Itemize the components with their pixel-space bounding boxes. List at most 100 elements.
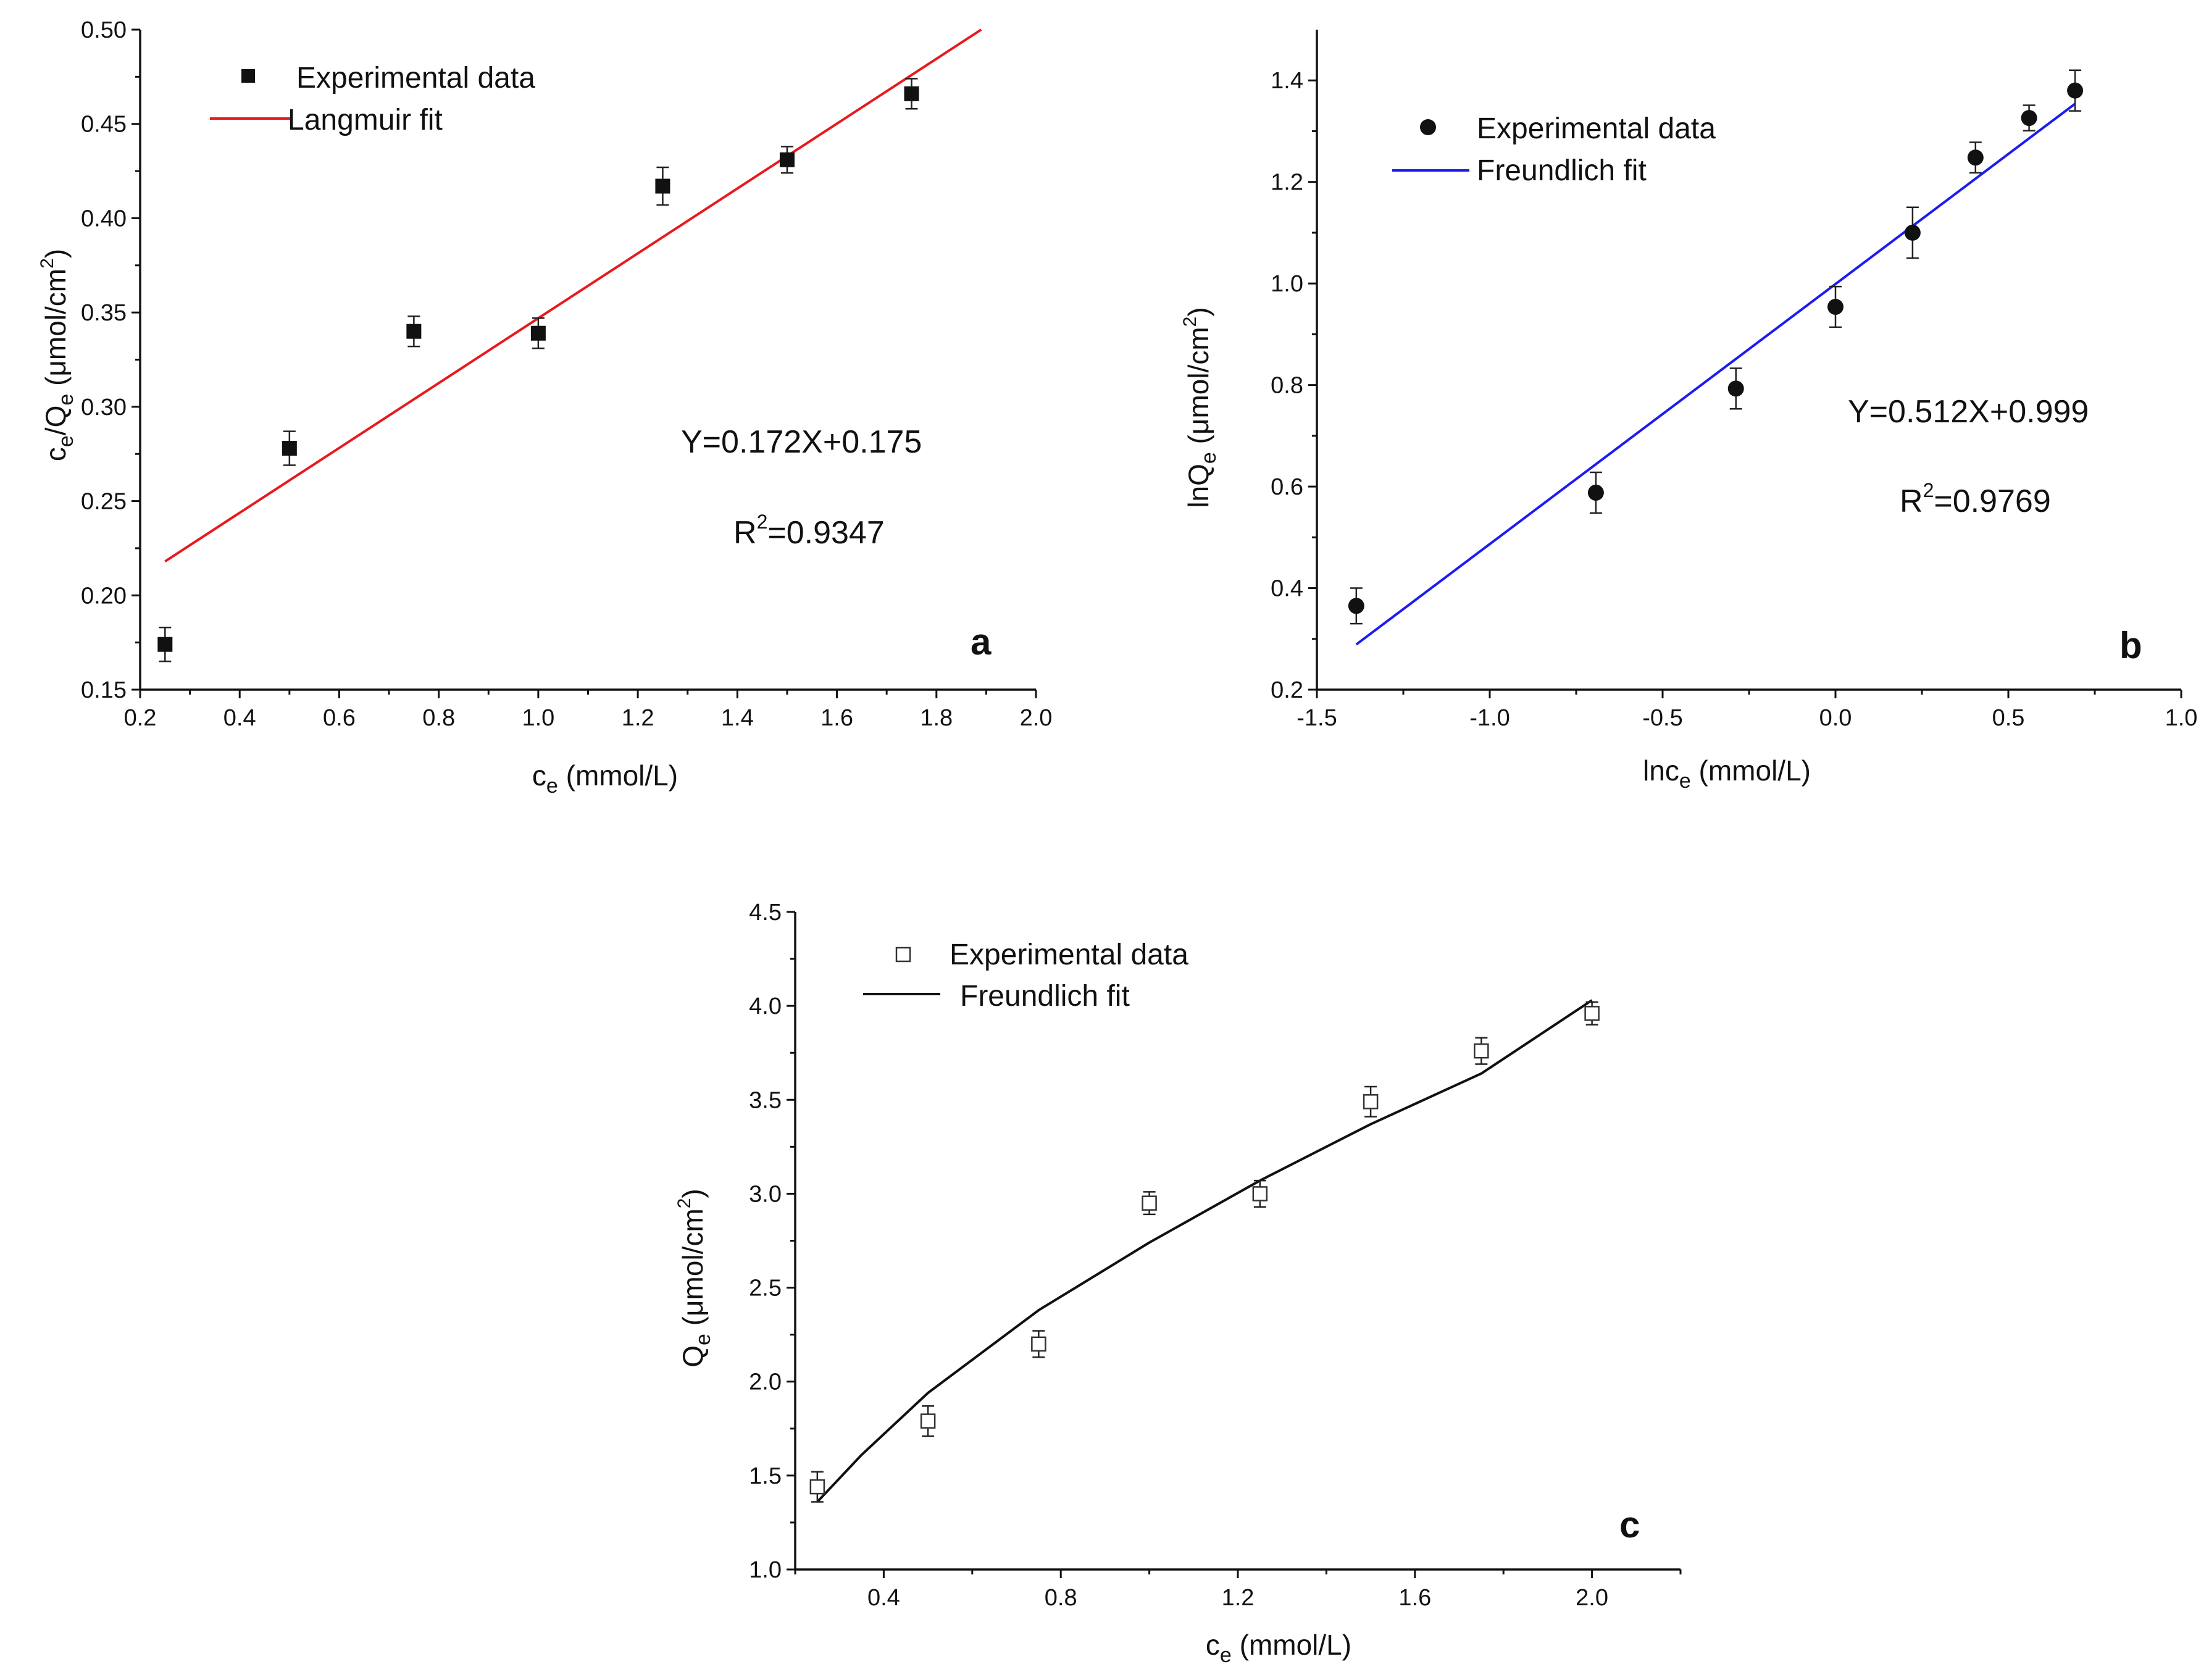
equation-text: Y=0.172X+0.175	[681, 424, 922, 460]
y-tick-label: 0.20	[81, 583, 127, 609]
r-squared-text: R2=0.9347	[733, 511, 885, 551]
x-tick-label: 1.4	[721, 705, 754, 731]
y-tick-label: 0.40	[81, 206, 127, 232]
y-tick-label: 0.25	[81, 489, 127, 515]
data-point	[655, 178, 670, 194]
y-axis-title: Qe (μmol/cm2)	[674, 1189, 715, 1368]
legend-fit-label: Langmuir fit	[288, 104, 443, 136]
y-tick-label: 0.30	[81, 395, 127, 420]
legend-fit-label: Freundlich fit	[1477, 154, 1647, 187]
panel-b-legend: Experimental data Freundlich fit	[1392, 112, 1716, 187]
data-point	[1348, 598, 1364, 614]
x-tick-label: 0.4	[867, 1585, 900, 1611]
panel-letter-b: b	[2119, 625, 2142, 666]
y-tick-label: 2.0	[749, 1369, 782, 1395]
data-point	[809, 1479, 825, 1495]
x-tick-label: -1.0	[1469, 705, 1510, 731]
y-tick-label: 0.2	[1271, 677, 1303, 703]
legend-data-label: Experimental data	[1477, 112, 1716, 145]
y-tick-label: 1.0	[749, 1557, 782, 1583]
panel-letter-c: c	[1619, 1504, 1640, 1545]
panel-c-legend: Experimental data Freundlich fit	[863, 938, 1188, 1013]
data-point	[1827, 298, 1844, 315]
fit-line	[164, 28, 982, 562]
data-point	[1584, 1006, 1600, 1021]
panel-c: 0.4 0.8 1.2 1.6 2.01.01.52.02.53.03.54.04.5 …	[674, 900, 1682, 1667]
x-tick-label: 0.8	[422, 705, 455, 731]
panel-a: 0.2 0.4 0.6 0.8 1.0 1.2 1.4 1.6 1.8 2.0 0.15 0.20 0.…	[37, 17, 1052, 798]
data-point	[1031, 1336, 1046, 1352]
x-tick-label: 1.2	[1222, 1585, 1255, 1611]
data-point	[406, 324, 422, 339]
x-tick-label: 0.8	[1045, 1585, 1077, 1611]
equation-text: Y=0.512X+0.999	[1848, 394, 2089, 430]
y-tick-label: 0.45	[81, 112, 127, 138]
fit-line	[1355, 102, 2076, 646]
legend-fit-label: Freundlich fit	[960, 980, 1130, 1013]
y-tick-label: 1.0	[1271, 271, 1303, 297]
data-point	[2067, 82, 2084, 99]
x-tick-label: 2.0	[1576, 1585, 1608, 1611]
y-tick-label: 0.35	[81, 300, 127, 326]
x-axis-title: ce (mmol/L)	[532, 759, 678, 798]
data-point	[1904, 224, 1921, 241]
data-point	[920, 1413, 936, 1429]
data-point	[1142, 1195, 1157, 1211]
panel-a-plot: 0.2 0.4 0.6 0.8 1.0 1.2 1.4 1.6 1.8 2.0 0.15 0.20 0.…	[81, 17, 1052, 731]
data-point	[779, 152, 795, 167]
x-tick-label: 1.8	[920, 705, 953, 731]
x-tick-label: 0.6	[323, 705, 356, 731]
x-tick-label: 0.4	[223, 705, 256, 731]
y-axis-title: ce/Qe (μmol/cm2)	[37, 249, 78, 461]
x-tick-label: 1.0	[2165, 705, 2198, 731]
y-tick-label: 0.4	[1271, 576, 1303, 602]
y-tick-label: 0.15	[81, 677, 127, 703]
data-point	[1727, 380, 1744, 397]
x-tick-label: -0.5	[1642, 705, 1682, 731]
legend-marker-filled-square	[241, 69, 255, 83]
panel-c-plot: 0.4 0.8 1.2 1.6 2.0 1.0 1.5 2.0 2.5 3.0 3.5 4.0 4.5	[749, 900, 1682, 1611]
r-squared-text: R2=0.9769	[1900, 479, 2051, 519]
y-tick-label: 0.6	[1271, 474, 1303, 500]
x-tick-label: 0.5	[1992, 705, 2025, 731]
x-tick-label: 1.6	[821, 705, 853, 731]
x-tick-label: -1.5	[1297, 705, 1337, 731]
fit-line	[816, 999, 1593, 1503]
x-axis-title: lnce (mmol/L)	[1643, 754, 1811, 793]
y-tick-label: 0.50	[81, 17, 127, 43]
legend-data-label: Experimental data	[950, 938, 1188, 971]
y-tick-label: 1.5	[749, 1463, 782, 1489]
panel-a-legend: Experimental data Langmuir fit	[210, 62, 535, 136]
x-tick-label: 1.0	[522, 705, 554, 731]
data-point	[1967, 149, 1984, 166]
legend-marker-open-square	[895, 947, 911, 963]
y-tick-label: 1.4	[1271, 68, 1303, 94]
y-tick-label: 4.0	[749, 993, 782, 1019]
data-point	[1474, 1043, 1489, 1059]
data-point	[157, 637, 173, 652]
x-tick-label: 0.2	[124, 705, 157, 731]
data-point	[1252, 1186, 1268, 1201]
data-point	[1587, 484, 1604, 501]
panel-letter-a: a	[971, 621, 992, 662]
data-point	[1363, 1094, 1379, 1110]
y-tick-label: 1.2	[1271, 170, 1303, 196]
y-axis-title: lnQe (μmol/cm2)	[1180, 307, 1221, 508]
y-tick-label: 0.8	[1271, 373, 1303, 399]
data-point	[530, 325, 546, 341]
x-tick-label: 1.2	[622, 705, 654, 731]
panel-b-plot: -1.5 -1.0 -0.5 0.0 0.5 1.0 0.2 0.4 0.6 0.8 1.0 1.2 1…	[1271, 30, 2197, 731]
data-point	[904, 86, 919, 101]
y-tick-label: 2.5	[749, 1276, 782, 1302]
x-tick-label: 1.6	[1398, 1585, 1431, 1611]
x-axis-title: ce (mmol/L)	[1206, 1629, 1351, 1667]
y-tick-label: 3.5	[749, 1087, 782, 1113]
panel-b: -1.5 -1.0 -0.5 0.0 0.5 1.0 0.2 0.4 0.6 0.8 1.0 1.2 1…	[1180, 30, 2197, 793]
legend-data-label: Experimental data	[296, 62, 535, 94]
x-tick-label: 0.0	[1819, 705, 1852, 731]
y-tick-label: 3.0	[749, 1181, 782, 1207]
y-tick-label: 4.5	[749, 900, 782, 926]
data-point	[282, 441, 297, 456]
data-point	[2021, 110, 2037, 127]
x-tick-label: 2.0	[1020, 705, 1053, 731]
